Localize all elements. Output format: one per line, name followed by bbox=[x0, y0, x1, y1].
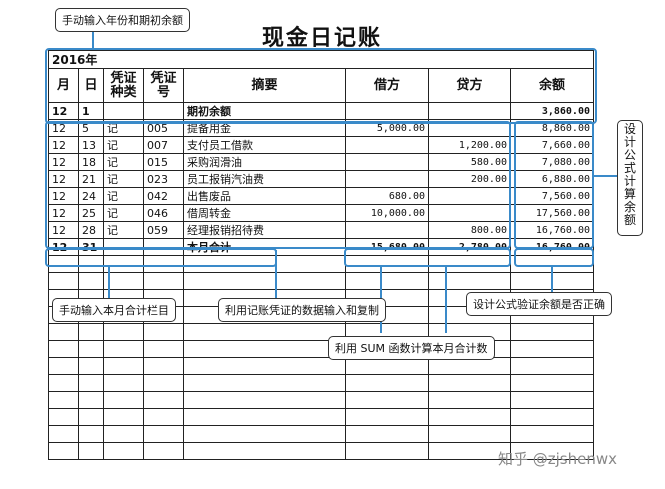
connector bbox=[108, 266, 110, 298]
page-title: 现金日记账 bbox=[262, 25, 383, 51]
empty-row bbox=[48, 272, 594, 290]
empty-row bbox=[48, 391, 594, 409]
opening-row: 12 1 期初余额 3,860.00 bbox=[48, 102, 594, 120]
header-month: 月 bbox=[48, 68, 79, 103]
summary: 经理报销招待费 bbox=[183, 221, 346, 239]
connector bbox=[92, 30, 94, 49]
month: 12 bbox=[48, 170, 79, 188]
header-debit: 借方 bbox=[345, 68, 429, 103]
summary: 支付员工借款 bbox=[183, 136, 346, 154]
highlight-rows bbox=[45, 121, 511, 249]
callout-text: 设计公式计算余额 bbox=[623, 122, 636, 227]
empty-row bbox=[48, 323, 594, 341]
month: 12 bbox=[48, 136, 79, 154]
callout-sum-function: 利用 SUM 函数计算本月合计数 bbox=[328, 336, 495, 360]
watermark: 知乎 @zjshenwx bbox=[498, 450, 618, 468]
month: 12 bbox=[48, 221, 79, 239]
header-type: 凭证种类 bbox=[103, 68, 144, 103]
connector bbox=[445, 266, 447, 333]
empty-row bbox=[48, 425, 594, 443]
empty-row bbox=[48, 340, 594, 358]
num: 023 bbox=[143, 170, 184, 188]
callout-manual-total: 手动输入本月合计栏目 bbox=[52, 298, 176, 322]
callout-balance-formula: 设计公式计算余额 bbox=[617, 120, 643, 236]
highlight-top bbox=[45, 48, 597, 124]
highlight-balance bbox=[514, 121, 594, 249]
callout-voucher-input: 利用记账凭证的数据输入和复制 bbox=[218, 298, 386, 322]
header-summary: 摘要 bbox=[183, 68, 346, 103]
connector bbox=[275, 250, 277, 298]
empty-row bbox=[48, 357, 594, 375]
empty-row bbox=[48, 408, 594, 426]
num: 046 bbox=[143, 204, 184, 222]
day: 25 bbox=[78, 204, 104, 222]
empty-row bbox=[48, 374, 594, 392]
empty-row bbox=[48, 442, 594, 460]
highlight-total-left bbox=[45, 248, 277, 267]
table-row: 12 13 记 007 支付员工借款 1,200.00 7,660.00 bbox=[48, 136, 594, 154]
empty-row bbox=[48, 255, 594, 273]
table-row: 12 25 记 046 借周转金 10,000.00 17,560.00 bbox=[48, 204, 594, 222]
callout-verify: 设计公式验证余额是否正确 bbox=[466, 292, 612, 316]
header-day: 日 bbox=[78, 68, 104, 103]
highlight-total-sums bbox=[344, 248, 511, 267]
highlight-total-balance bbox=[514, 248, 594, 267]
callout-year-opening: 手动输入年份和期初余额 bbox=[55, 8, 190, 32]
connector bbox=[551, 266, 553, 292]
table-row: 12 21 记 023 员工报销汽油费 200.00 6,880.00 bbox=[48, 170, 594, 188]
header-num: 凭证号 bbox=[143, 68, 184, 103]
connector bbox=[593, 175, 617, 177]
